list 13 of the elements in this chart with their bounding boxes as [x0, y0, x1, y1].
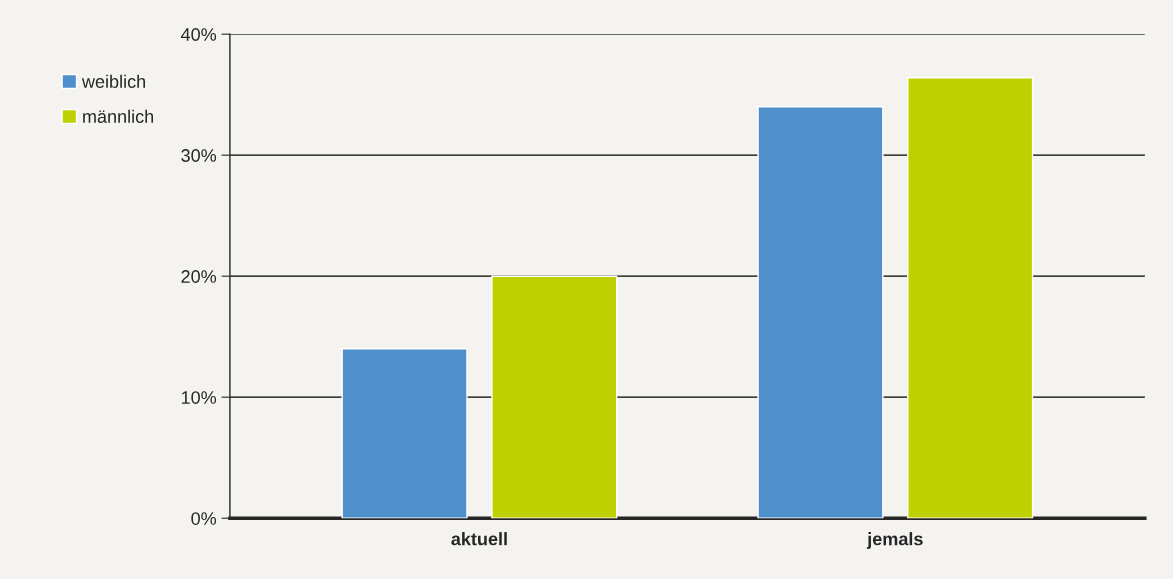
bar [491, 275, 618, 519]
x-tick-label: aktuell [451, 532, 507, 546]
y-tick-label: 10% [181, 391, 217, 404]
y-tick-label: 0% [191, 512, 217, 525]
y-tick-label: 30% [181, 149, 217, 162]
y-tick-label: 20% [181, 270, 217, 283]
legend-label: weiblich [81, 74, 145, 88]
bar [757, 106, 884, 519]
y-tick-label: 40% [180, 28, 217, 41]
bar [341, 348, 468, 519]
bar [907, 77, 1034, 519]
x-tick-label: jemals [866, 532, 923, 549]
legend-label: männlich [83, 109, 154, 123]
